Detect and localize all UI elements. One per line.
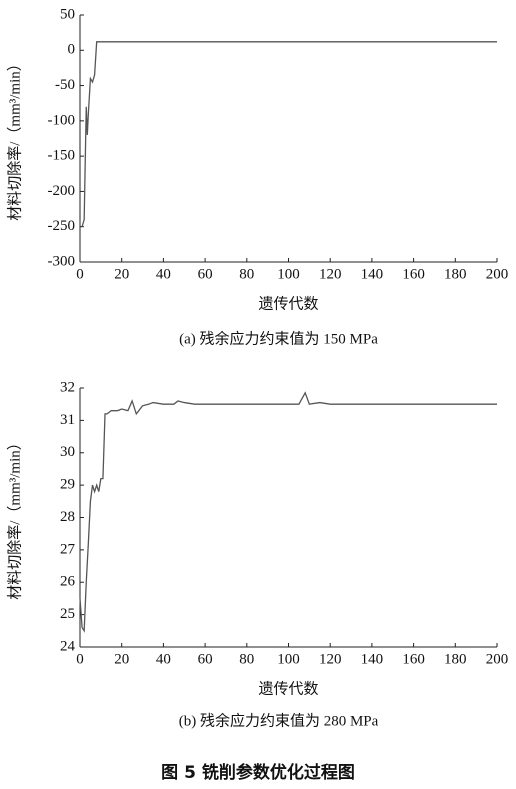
x-tick-label: 180 bbox=[444, 266, 467, 282]
x-tick-label: 60 bbox=[198, 266, 213, 282]
x-tick-label: 40 bbox=[156, 266, 171, 282]
x-tick-label: 160 bbox=[402, 651, 425, 667]
x-tick-label: 60 bbox=[198, 651, 213, 667]
x-tick-label: 120 bbox=[319, 266, 342, 282]
y-tick-label: -150 bbox=[48, 148, 76, 164]
x-axis-label: 遗传代数 bbox=[258, 295, 318, 312]
y-tick-label: -100 bbox=[48, 112, 76, 128]
x-tick-label: 20 bbox=[114, 651, 129, 667]
y-tick-label: 32 bbox=[60, 379, 75, 395]
y-tick-label: -250 bbox=[48, 218, 76, 234]
y-axis-label: 材料切除率/（mm³/min） bbox=[6, 56, 23, 221]
x-tick-label: 100 bbox=[277, 651, 300, 667]
x-tick-label: 80 bbox=[239, 266, 254, 282]
y-tick-label: 27 bbox=[60, 541, 76, 557]
y-tick-label: 0 bbox=[68, 42, 76, 58]
data-line bbox=[79, 391, 497, 633]
x-tick-label: 200 bbox=[486, 266, 509, 282]
x-tick-label: 100 bbox=[277, 266, 300, 282]
y-tick-label: -50 bbox=[55, 77, 75, 93]
y-tick-label: 29 bbox=[60, 477, 75, 493]
x-tick-label: 180 bbox=[444, 651, 467, 667]
x-tick-label: 40 bbox=[156, 651, 171, 667]
x-tick-label: 120 bbox=[319, 651, 342, 667]
x-tick-label: 80 bbox=[239, 651, 254, 667]
caption: (b) 残余应力约束值为 280 MPa bbox=[179, 711, 379, 729]
x-tick-label: 140 bbox=[361, 266, 384, 282]
x-tick-label: 20 bbox=[114, 266, 129, 282]
y-tick-label: 31 bbox=[60, 412, 75, 428]
x-tick-label: 140 bbox=[361, 651, 384, 667]
x-tick-label: 0 bbox=[76, 651, 84, 667]
y-tick-label: 26 bbox=[60, 574, 76, 590]
y-tick-label: 28 bbox=[60, 509, 75, 525]
x-axis-label: 遗传代数 bbox=[258, 680, 318, 697]
caption: (a) 残余应力约束值为 150 MPa bbox=[179, 329, 378, 347]
x-tick-label: 0 bbox=[76, 266, 84, 282]
y-tick-label: -300 bbox=[48, 253, 76, 269]
x-tick-label: 200 bbox=[486, 651, 509, 667]
data-line bbox=[81, 41, 497, 227]
figure-title: 图 5 铣削参数优化过程图 bbox=[161, 762, 355, 783]
y-tick-label: 25 bbox=[60, 606, 75, 622]
x-tick-label: 160 bbox=[402, 266, 425, 282]
y-tick-label: 24 bbox=[60, 638, 76, 654]
y-tick-label: 30 bbox=[60, 444, 75, 460]
y-axis-label: 材料切除率/（mm³/min） bbox=[6, 435, 23, 600]
y-tick-label: 50 bbox=[60, 6, 75, 22]
y-tick-label: -200 bbox=[48, 183, 76, 199]
